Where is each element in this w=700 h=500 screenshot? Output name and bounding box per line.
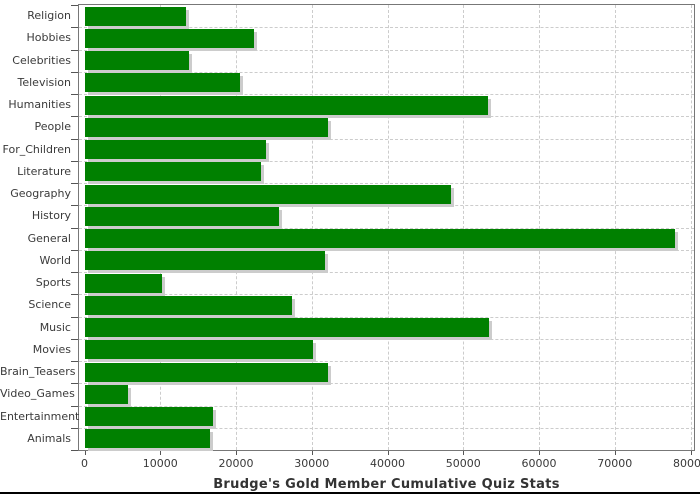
bar-television (84, 73, 240, 93)
bar-movies (84, 340, 314, 360)
bar-people (84, 117, 328, 137)
bar-general (84, 229, 676, 248)
y-axis-tick-mark (71, 94, 78, 95)
x-tick-label-0: 0 (81, 457, 88, 470)
y-axis-tick-mark (71, 316, 78, 318)
bar-literature (84, 162, 261, 182)
y-axis-tick-mark (71, 272, 78, 273)
category-label-animals: Animals (27, 431, 71, 445)
horizontal-gridline (79, 272, 694, 273)
horizontal-gridline (79, 227, 694, 229)
horizontal-gridline (79, 405, 694, 407)
x-axis-tick-mark (387, 451, 389, 455)
y-axis-tick-mark (71, 450, 78, 451)
y-axis-tick-mark (71, 160, 78, 162)
category-label-religion: Religion (27, 9, 71, 22)
x-axis-tick-mark (539, 451, 540, 455)
x-tick-label-20000: 20000 (218, 457, 254, 470)
y-axis-tick-mark (71, 71, 78, 73)
y-axis-tick-mark (71, 49, 78, 51)
category-label-celebrities: Celebrities (12, 53, 71, 67)
bar-science (84, 295, 293, 315)
y-axis-tick-mark (71, 405, 78, 407)
category-label-television: Television (17, 75, 72, 89)
bar-geography (84, 184, 452, 204)
category-label-general: General (27, 231, 71, 245)
x-axis-tick-mark (160, 451, 162, 455)
horizontal-gridline (79, 71, 694, 73)
bar-hobbies (84, 28, 255, 48)
category-label-people: People (34, 120, 71, 134)
bar-world (84, 251, 325, 271)
bar-celebrities (84, 51, 189, 70)
y-axis-tick-mark (71, 138, 78, 140)
category-label-science: Science (28, 298, 71, 312)
bar-history (84, 206, 280, 226)
x-tick-label-40000: 40000 (370, 457, 405, 470)
horizontal-gridline (79, 183, 694, 184)
horizontal-gridline (79, 160, 694, 162)
x-tick-label-80000: 80000 (673, 457, 700, 470)
plot-area (78, 4, 695, 452)
category-label-entertainment: Entertainment (0, 409, 80, 423)
bar-for_children (84, 140, 266, 159)
bar-entertainment (84, 407, 214, 426)
category-label-humanities: Humanities (8, 98, 71, 111)
x-axis-tick-mark (236, 451, 237, 455)
category-label-geography: Geography (10, 187, 71, 200)
horizontal-gridline (79, 361, 694, 362)
bar-animals (84, 429, 211, 449)
horizontal-gridline (79, 138, 694, 140)
bar-humanities (84, 95, 489, 115)
bar-video_games (84, 384, 128, 404)
x-tick-label-70000: 70000 (597, 457, 633, 470)
bar-brain_teasers (84, 362, 329, 382)
x-axis-tick-mark (614, 451, 616, 455)
category-label-sports: Sports (35, 276, 71, 289)
y-axis-tick-mark (71, 183, 78, 184)
horizontal-gridline (79, 294, 694, 296)
category-label-video_games: Video_Games (0, 387, 75, 401)
category-label-history: History (31, 209, 71, 223)
category-label-for_children: For_Children (2, 142, 71, 156)
y-axis-tick-mark (71, 249, 78, 251)
x-axis-tick-mark (84, 451, 86, 455)
x-axis-tick-mark (463, 451, 465, 455)
horizontal-gridline (79, 94, 694, 95)
category-label-world: World (39, 253, 71, 267)
x-axis-tick-mark (311, 451, 313, 455)
x-axis-tick-mark (690, 451, 692, 455)
horizontal-gridline (79, 427, 694, 429)
y-axis-tick-mark (71, 227, 78, 229)
bar-sports (84, 273, 162, 293)
category-label-literature: Literature (17, 164, 71, 178)
bottom-divider-line (0, 492, 700, 494)
category-label-movies: Movies (32, 342, 71, 356)
category-label-brain_teasers: Brain_Teasers (0, 365, 76, 378)
chart-title: Brudge's Gold Member Cumulative Quiz Sta… (213, 477, 560, 492)
x-tick-label-60000: 60000 (521, 457, 557, 470)
y-axis-tick-mark (71, 294, 78, 296)
y-axis-tick-mark (71, 205, 78, 207)
horizontal-gridline (79, 383, 694, 385)
bar-music (84, 318, 489, 337)
horizontal-gridline (79, 27, 694, 29)
bar-religion (84, 6, 186, 26)
y-axis-tick-mark (71, 361, 78, 362)
horizontal-gridline (79, 316, 694, 318)
y-axis-tick-mark (71, 383, 78, 385)
category-label-music: Music (39, 320, 71, 334)
y-axis-tick-mark (71, 338, 78, 340)
x-tick-label-30000: 30000 (294, 457, 330, 470)
y-axis-tick-mark (71, 27, 78, 29)
horizontal-gridline (79, 49, 694, 51)
y-axis-tick-mark (71, 5, 78, 6)
x-tick-label-10000: 10000 (142, 457, 178, 470)
category-label-hobbies: Hobbies (26, 31, 71, 45)
y-axis-tick-mark (71, 116, 78, 118)
x-tick-label-50000: 50000 (445, 457, 481, 470)
y-axis-tick-mark (71, 427, 78, 429)
